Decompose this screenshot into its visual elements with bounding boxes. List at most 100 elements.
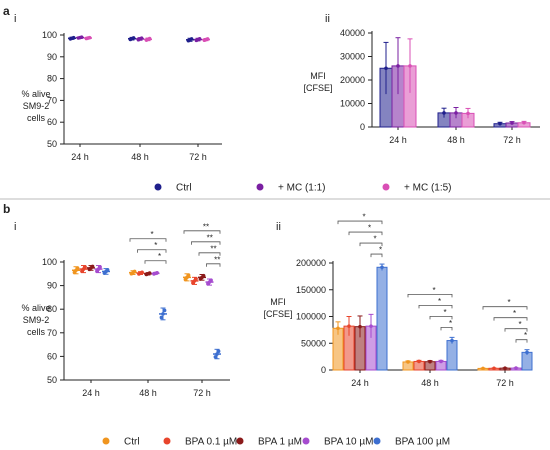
significance-label: * xyxy=(368,224,371,233)
legend-marker xyxy=(163,437,171,445)
x-tick-label: 48 h xyxy=(447,135,465,145)
legend-label: BPA 10 µM xyxy=(324,437,374,448)
legend-label: Ctrl xyxy=(124,437,140,448)
x-tick-label: 72 h xyxy=(496,378,514,388)
y-tick-label: 0 xyxy=(321,365,326,375)
chart-b-ii: 0 50000 100000 150000 200000 24 h 48 h 72 h MFI [… xyxy=(263,213,533,388)
legend-marker xyxy=(236,437,244,445)
significance-label: * xyxy=(362,213,365,222)
x-tick-label: 48 h xyxy=(421,378,439,388)
significance-bracket xyxy=(183,230,221,234)
y-tick-label: 50 xyxy=(47,375,57,385)
significance-label: * xyxy=(150,230,153,239)
significance-bracket xyxy=(370,253,383,258)
significance-label: * xyxy=(524,331,527,340)
data-point xyxy=(450,338,454,343)
significance-bracket xyxy=(515,339,528,343)
data-point xyxy=(140,270,144,275)
legend-panel-a: Ctrl + MC (1:1) + MC (1:5) xyxy=(154,183,452,194)
data-point xyxy=(205,37,210,41)
y-tick-label: 60 xyxy=(47,117,57,127)
panel-b-ii-label: ii xyxy=(276,221,281,233)
y-tick-label: 60 xyxy=(47,351,57,361)
significance-bracket xyxy=(129,238,167,242)
data-point xyxy=(358,324,362,329)
data-point xyxy=(87,35,92,40)
y-axis-label: cells xyxy=(27,113,46,123)
x-tick-label: 72 h xyxy=(193,388,211,398)
significance-bracket xyxy=(348,231,383,236)
data-point xyxy=(155,270,159,275)
data-point xyxy=(215,352,219,356)
legend-marker xyxy=(373,437,381,445)
data-point xyxy=(428,359,432,364)
y-tick-label: 70 xyxy=(47,95,57,105)
data-point xyxy=(209,278,213,283)
data-point xyxy=(454,111,458,115)
data-point xyxy=(75,266,80,270)
legend-panel-b: Ctrl BPA 0.1 µM BPA 1 µM BPA 10 µM BPA 100 µ… xyxy=(102,437,450,448)
data-point xyxy=(369,324,373,328)
data-point xyxy=(147,36,152,41)
legend-marker xyxy=(256,183,264,191)
chart-b-i: 50 60 70 80 90 100 24 h 48 h 72 h % alive SM9-2 cel… xyxy=(21,222,230,398)
data-point xyxy=(439,359,443,364)
y-tick-label: 80 xyxy=(47,74,57,84)
y-tick-label: 50000 xyxy=(301,338,326,348)
significance-bracket xyxy=(198,252,221,256)
data-point xyxy=(194,276,198,281)
y-tick-label: 200000 xyxy=(296,258,326,268)
data-point xyxy=(90,264,95,269)
significance-bracket xyxy=(337,220,383,225)
legends-layer: Ctrl + MC (1:1) + MC (1:5) Ctrl BPA 0.1 µM BP… xyxy=(102,183,452,448)
y-tick-label: 90 xyxy=(47,281,57,291)
significance-label: * xyxy=(438,297,441,306)
legend-label: BPA 0.1 µM xyxy=(185,437,237,448)
y-tick-label: 0 xyxy=(360,122,365,132)
y-axis-label: MFI xyxy=(270,297,286,307)
x-tick-label: 24 h xyxy=(389,135,407,145)
y-tick-label: 100 xyxy=(42,30,57,40)
significance-label: * xyxy=(507,298,510,307)
data-point xyxy=(380,265,384,270)
y-tick-label: 20000 xyxy=(340,75,365,85)
data-point xyxy=(83,265,87,269)
data-point xyxy=(408,64,412,68)
data-point xyxy=(492,366,496,371)
data-point xyxy=(161,312,165,316)
data-point xyxy=(481,366,485,371)
data-point xyxy=(525,350,529,355)
y-tick-label: 50 xyxy=(47,139,57,149)
significance-label: ** xyxy=(210,244,216,253)
data-point xyxy=(396,64,400,68)
data-point xyxy=(79,35,84,40)
y-tick-label: 90 xyxy=(47,52,57,62)
panel-b-label: b xyxy=(3,202,10,216)
data-point xyxy=(71,35,76,40)
legend-label: BPA 1 µM xyxy=(258,437,302,448)
data-point xyxy=(189,37,194,41)
data-point xyxy=(139,36,144,40)
data-point xyxy=(514,366,518,370)
panel-a-label: a xyxy=(3,4,10,18)
y-tick-label: 10000 xyxy=(340,99,365,109)
significance-label: * xyxy=(158,252,161,261)
data-point xyxy=(159,315,164,320)
significance-label: * xyxy=(518,320,521,329)
data-point xyxy=(510,121,514,125)
data-point xyxy=(336,326,340,331)
x-tick-label: 48 h xyxy=(139,388,157,398)
legend-marker xyxy=(302,437,310,445)
data-point xyxy=(498,121,502,126)
y-tick-label: 100 xyxy=(42,257,57,267)
significance-bracket xyxy=(429,315,453,320)
data-point xyxy=(147,271,152,275)
legend-label: Ctrl xyxy=(176,183,192,194)
y-axis-label: MFI xyxy=(310,71,326,81)
data-point xyxy=(406,360,410,364)
x-tick-label: 24 h xyxy=(82,388,100,398)
x-tick-label: 72 h xyxy=(503,135,521,145)
significance-label: * xyxy=(154,241,157,250)
data-point xyxy=(384,66,388,71)
y-tick-label: 70 xyxy=(47,328,57,338)
